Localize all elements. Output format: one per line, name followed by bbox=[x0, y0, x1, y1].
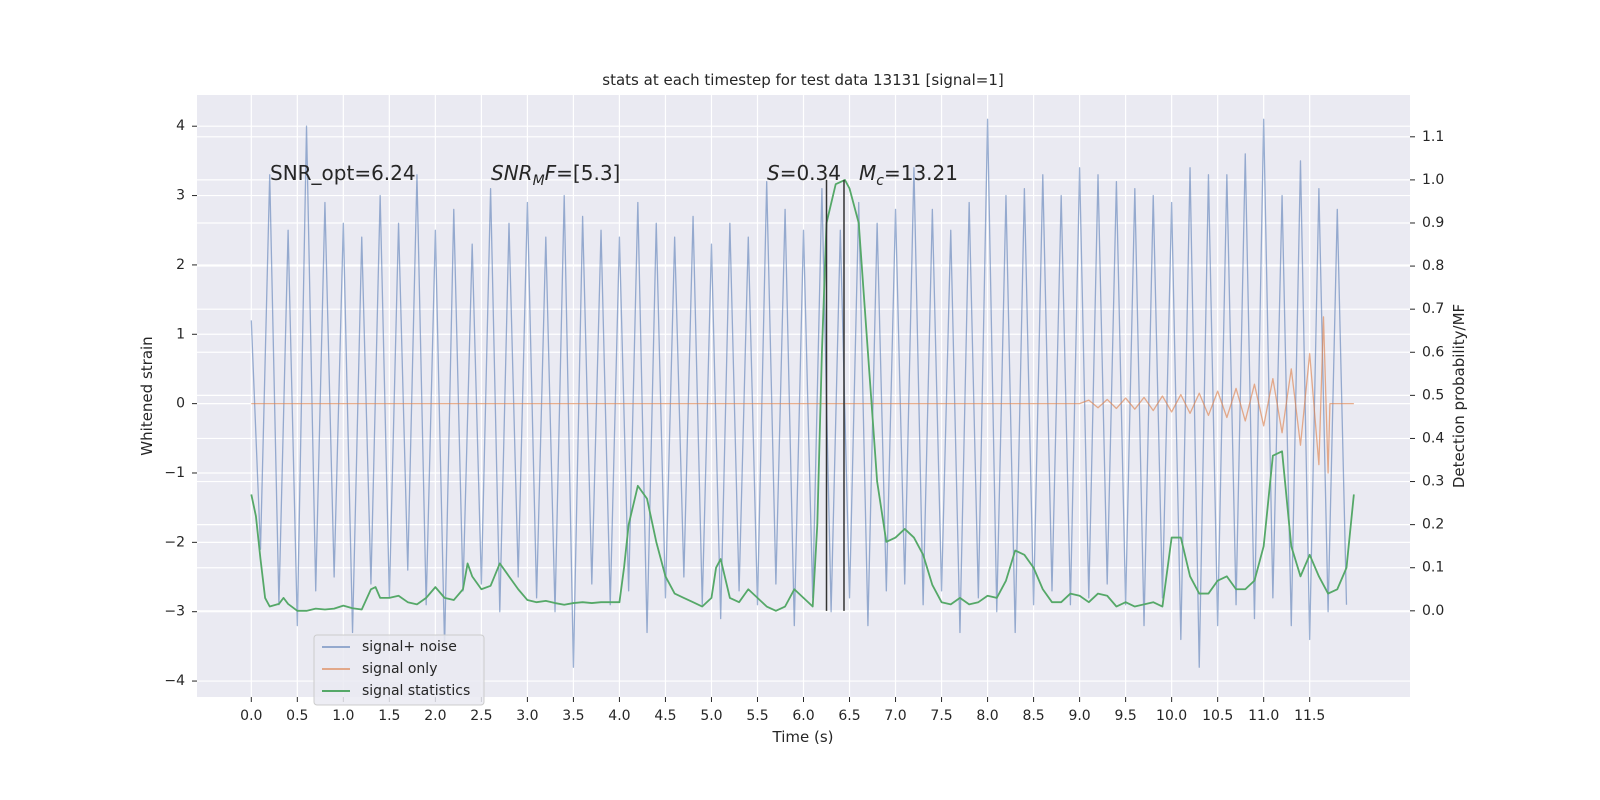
x-tick-label: 2.0 bbox=[424, 708, 446, 724]
annotation-part: F bbox=[545, 161, 557, 185]
legend-label: signal+ noise bbox=[362, 639, 457, 655]
x-tick-label: 5.0 bbox=[700, 708, 722, 724]
annotation-part: =13.21 bbox=[884, 161, 958, 185]
y2-tick-label: 1.0 bbox=[1422, 172, 1444, 188]
x-tick-label: 6.0 bbox=[792, 708, 814, 724]
y-tick-label: −3 bbox=[164, 604, 185, 620]
x-tick-label: 1.5 bbox=[378, 708, 400, 724]
x-tick-label: 2.5 bbox=[470, 708, 492, 724]
series-line bbox=[250, 118, 1348, 668]
x-tick-label: 11.0 bbox=[1248, 708, 1279, 724]
y-tick-label: 2 bbox=[176, 257, 185, 273]
x-tick-label: 4.0 bbox=[608, 708, 630, 724]
y-tick-label: 0 bbox=[176, 396, 185, 412]
y2-tick-label: 0.1 bbox=[1422, 560, 1444, 576]
legend-label: signal statistics bbox=[362, 683, 470, 699]
y2-axis-label: Detection probability/MF bbox=[1450, 304, 1468, 488]
x-tick-label: 6.5 bbox=[838, 708, 860, 724]
chart-title: stats at each timestep for test data 131… bbox=[602, 71, 1003, 89]
x-tick-label: 10.0 bbox=[1156, 708, 1187, 724]
x-tick-label: 9.5 bbox=[1114, 708, 1136, 724]
series-line bbox=[250, 178, 1355, 612]
legend-label: signal only bbox=[362, 661, 437, 677]
legend-box bbox=[313, 634, 485, 706]
plot-layer bbox=[250, 118, 1355, 668]
annotation-part: =0.34 bbox=[780, 161, 841, 185]
x-tick-label: 3.5 bbox=[562, 708, 584, 724]
annotation: Mc=13.21 bbox=[859, 161, 958, 189]
x-tick-label: 9.0 bbox=[1068, 708, 1090, 724]
y2-tick-label: 0.2 bbox=[1422, 517, 1444, 533]
y2-tick-label: 0.6 bbox=[1422, 344, 1444, 360]
y2-tick-label: 0.7 bbox=[1422, 301, 1444, 317]
series-line bbox=[251, 316, 1354, 474]
y-axis-label: Whitened strain bbox=[138, 336, 156, 455]
y-tick-label: 4 bbox=[176, 118, 185, 134]
annotation: SNRMF=[5.3] bbox=[491, 161, 620, 189]
x-tick-label: 10.5 bbox=[1202, 708, 1233, 724]
x-tick-label: 7.5 bbox=[930, 708, 952, 724]
annotation-part: SNR bbox=[491, 161, 533, 185]
annotation-part: c bbox=[876, 173, 884, 189]
y2-tick-label: 0.8 bbox=[1422, 258, 1444, 274]
x-tick-label: 8.5 bbox=[1022, 708, 1044, 724]
x-tick-label: 5.5 bbox=[746, 708, 768, 724]
annotation-part: S bbox=[767, 161, 780, 185]
annotation: S=0.34 bbox=[767, 161, 841, 185]
annotation-part: M bbox=[859, 161, 876, 185]
annotation: SNR_opt=6.24 bbox=[270, 161, 416, 185]
x-tick-label: 1.0 bbox=[332, 708, 354, 724]
x-tick-label: 8.0 bbox=[976, 708, 998, 724]
y-tick-label: 3 bbox=[176, 188, 185, 204]
x-tick-label: 4.5 bbox=[654, 708, 676, 724]
y2-tick-label: 0.4 bbox=[1422, 430, 1444, 446]
y-tick-label: −4 bbox=[164, 673, 185, 689]
y2-tick-label: 0.0 bbox=[1422, 603, 1444, 619]
y2-tick-label: 0.9 bbox=[1422, 215, 1444, 231]
annotation-part: =[5.3] bbox=[556, 161, 620, 185]
x-tick-label: 7.0 bbox=[884, 708, 906, 724]
y2-tick-label: 0.5 bbox=[1422, 387, 1444, 403]
annotation-part: SNR_opt=6.24 bbox=[270, 161, 416, 185]
annotation-part: M bbox=[533, 173, 545, 189]
x-axis-label: Time (s) bbox=[772, 728, 834, 746]
y2-tick-label: 0.3 bbox=[1422, 474, 1444, 490]
y2-tick-label: 1.1 bbox=[1422, 129, 1444, 145]
x-tick-label: 11.5 bbox=[1294, 708, 1325, 724]
y-tick-label: −1 bbox=[164, 465, 185, 481]
y-tick-label: 1 bbox=[176, 326, 185, 342]
x-tick-label: 0.0 bbox=[240, 708, 262, 724]
x-tick-label: 0.5 bbox=[286, 708, 308, 724]
y-tick-label: −2 bbox=[164, 534, 185, 550]
x-tick-label: 3.0 bbox=[516, 708, 538, 724]
